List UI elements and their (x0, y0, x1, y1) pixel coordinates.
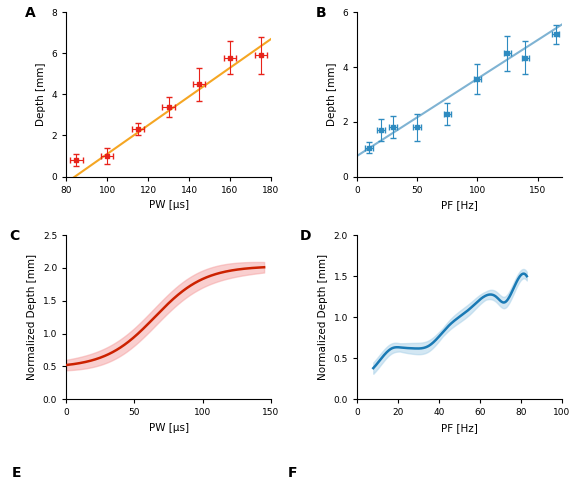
Text: C: C (9, 229, 19, 243)
Y-axis label: Normalized Depth [mm]: Normalized Depth [mm] (318, 254, 328, 380)
X-axis label: PF [Hz]: PF [Hz] (441, 200, 478, 210)
Y-axis label: Normalized Depth [mm]: Normalized Depth [mm] (27, 254, 37, 380)
X-axis label: PW [μs]: PW [μs] (149, 423, 189, 433)
Text: F: F (288, 466, 297, 480)
Y-axis label: Depth [mm]: Depth [mm] (327, 63, 336, 126)
Y-axis label: Depth [mm]: Depth [mm] (36, 63, 46, 126)
Text: D: D (300, 229, 311, 243)
Text: E: E (12, 466, 21, 480)
Text: A: A (25, 6, 36, 20)
X-axis label: PW [μs]: PW [μs] (149, 200, 189, 210)
X-axis label: PF [Hz]: PF [Hz] (441, 423, 478, 433)
Text: B: B (316, 6, 327, 20)
